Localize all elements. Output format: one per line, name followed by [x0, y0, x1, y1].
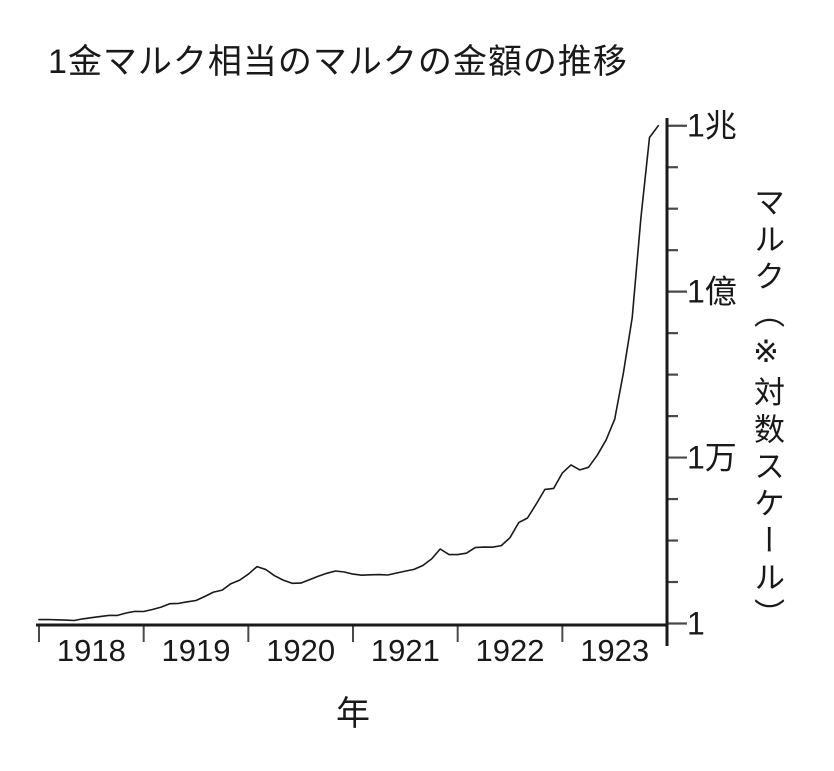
y-axis-title: マルク（※対数スケール）: [749, 186, 784, 635]
x-axis-year-label: 1918: [57, 633, 126, 668]
x-axis-year-label: 1921: [371, 633, 440, 668]
y-axis-tick-label: 1: [687, 606, 705, 642]
x-axis-title: 年: [336, 695, 370, 733]
x-axis-year-label: 1920: [266, 633, 335, 668]
y-axis-tick-label: 1兆: [687, 108, 737, 144]
chart-title: 1金マルク相当のマルクの金額の推移: [48, 43, 628, 81]
x-axis-year-label: 1919: [162, 633, 231, 668]
data-line: [38, 124, 660, 622]
y-axis-tick-label: 1万: [687, 440, 737, 476]
x-axis-year-label: 1922: [476, 633, 545, 668]
x-axis-year-label: 1923: [580, 633, 649, 668]
y-axis-tick-label: 1億: [687, 274, 737, 310]
